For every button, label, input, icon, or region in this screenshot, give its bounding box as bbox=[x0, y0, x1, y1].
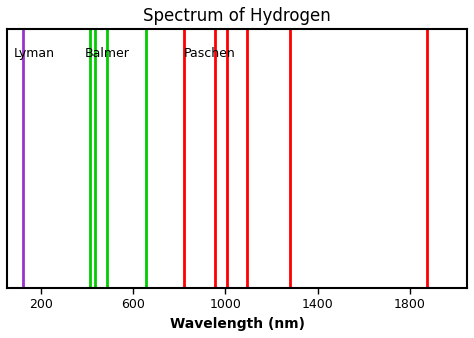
Text: Balmer: Balmer bbox=[85, 47, 130, 61]
Text: Lyman: Lyman bbox=[14, 47, 55, 61]
Title: Spectrum of Hydrogen: Spectrum of Hydrogen bbox=[143, 7, 331, 25]
X-axis label: Wavelength (nm): Wavelength (nm) bbox=[170, 317, 304, 331]
Text: Paschen: Paschen bbox=[184, 47, 236, 61]
